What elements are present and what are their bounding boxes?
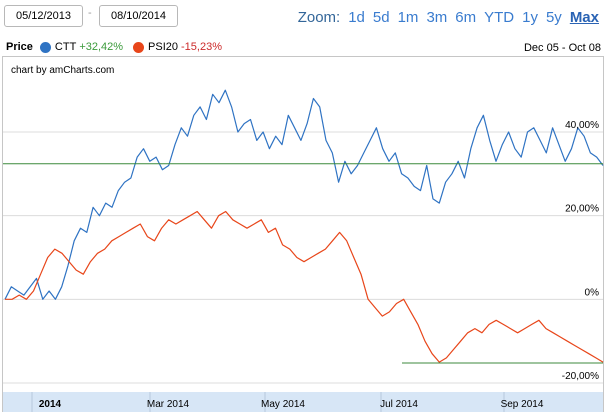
legend-ctt-name: CTT <box>54 41 77 53</box>
ctt-marker-icon <box>39 41 51 53</box>
legend-psi20-name: PSI20 <box>148 41 179 53</box>
x-tick-label-2: May 2014 <box>261 399 305 410</box>
y-tick-label-1: 20,00% <box>565 204 599 215</box>
zoom-button-1d[interactable]: 1d <box>348 9 365 26</box>
zoom-button-5d[interactable]: 5d <box>372 9 390 26</box>
zoom-button-1m[interactable]: 1m <box>397 9 419 26</box>
zoom-button-1y[interactable]: 1y <box>522 9 538 26</box>
zoom-label: Zoom: <box>297 9 341 26</box>
x-tick-label-1: Mar 2014 <box>147 399 190 410</box>
date-to-input[interactable] <box>99 5 178 27</box>
zoom-button-ytd[interactable]: YTD <box>484 9 515 26</box>
legend-item-psi20[interactable]: PSI20 -15,23% <box>133 41 222 53</box>
zoom-button-max[interactable]: Max <box>569 9 599 26</box>
legend-psi20-value: -15,23% <box>181 41 222 53</box>
y-tick-label-0: 40,00% <box>565 120 599 131</box>
zoom-controls: Zoom: 1d 5d 1m 3m 6m YTD 1y 5y Max <box>298 9 599 26</box>
y-tick-label-2: 0% <box>585 287 600 298</box>
visible-date-range: Dec 05 - Oct 08 <box>523 42 601 54</box>
psi20-marker-icon <box>133 41 145 53</box>
date-range-separator: - <box>88 7 92 19</box>
legend-title: Price <box>6 41 33 53</box>
chart-credit: chart by amCharts.com <box>11 65 115 76</box>
zoom-button-3m[interactable]: 3m <box>426 9 448 26</box>
date-from-input[interactable] <box>4 5 83 27</box>
legend-item-ctt[interactable]: CTT +32,42% <box>39 41 124 53</box>
x-tick-label-4: Sep 2014 <box>501 399 544 410</box>
series-line-ctt <box>4 89 604 300</box>
x-tick-label-0: 2014 <box>39 399 62 410</box>
zoom-button-5y[interactable]: 5y <box>545 9 562 26</box>
x-tick-label-3: Jul 2014 <box>380 399 418 410</box>
y-tick-label-3: -20,00% <box>562 371 599 382</box>
series-line-psi20 <box>5 210 604 363</box>
zoom-button-6m[interactable]: 6m <box>455 9 477 26</box>
chart-legend: Price CTT +32,42% PSI20 -15,23% <box>6 41 232 53</box>
x-axis-band <box>3 392 603 412</box>
legend-ctt-value: +32,42% <box>79 41 124 53</box>
